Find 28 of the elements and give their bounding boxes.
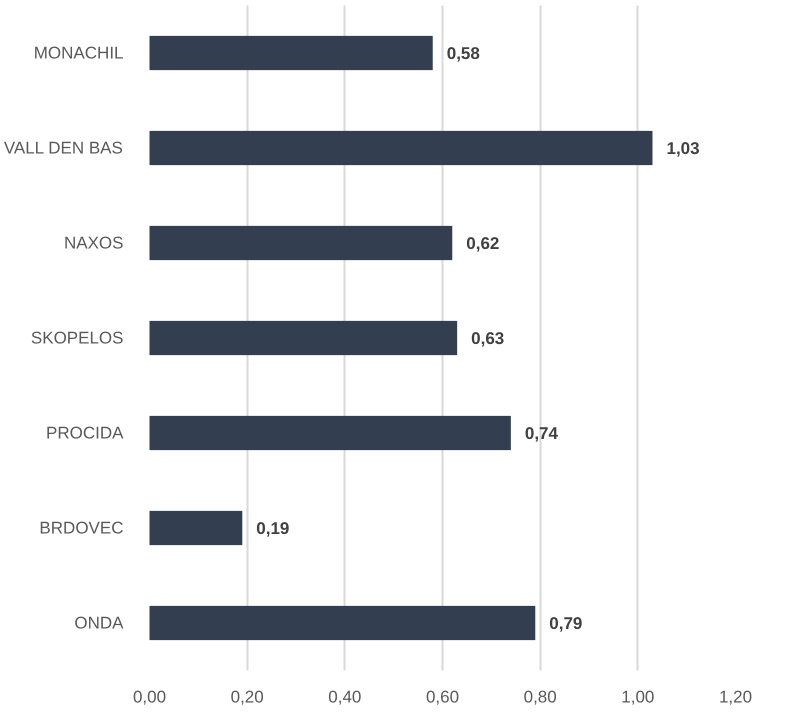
- y-tick-label: VALL DEN BAS: [4, 138, 123, 158]
- bar: [150, 510, 242, 546]
- data-label: 0,58: [446, 44, 480, 63]
- data-label: 0,79: [549, 614, 582, 633]
- data-label: 0,62: [466, 234, 500, 253]
- data-label: 0,19: [256, 519, 290, 538]
- x-tick-label: 1,20: [718, 688, 752, 706]
- y-tick-label: ONDA: [74, 614, 124, 632]
- x-tick-label: 0,40: [328, 688, 362, 706]
- y-tick-label: SKOPELOS: [30, 328, 124, 348]
- y-tick-label: PROCIDA: [46, 424, 124, 442]
- x-tick-label: 0,80: [524, 688, 557, 706]
- data-label: 1,03: [666, 139, 700, 158]
- x-tick-label: 0,60: [426, 688, 460, 706]
- bar: [150, 226, 452, 260]
- bar: [150, 320, 458, 356]
- x-tick-label: 0,20: [230, 688, 264, 706]
- x-tick-label: 1,00: [621, 688, 654, 706]
- y-tick-label: MONACHIL: [34, 44, 124, 62]
- bar: [150, 606, 536, 640]
- bar: [150, 130, 652, 166]
- y-tick-label: BRDOVEC: [39, 518, 124, 538]
- x-tick-label: 0,00: [132, 688, 166, 706]
- bar: [150, 416, 511, 450]
- data-label: 0,63: [471, 329, 504, 348]
- y-tick-label: NAXOS: [64, 234, 124, 252]
- bar: [150, 36, 433, 70]
- data-label: 0,74: [524, 424, 558, 443]
